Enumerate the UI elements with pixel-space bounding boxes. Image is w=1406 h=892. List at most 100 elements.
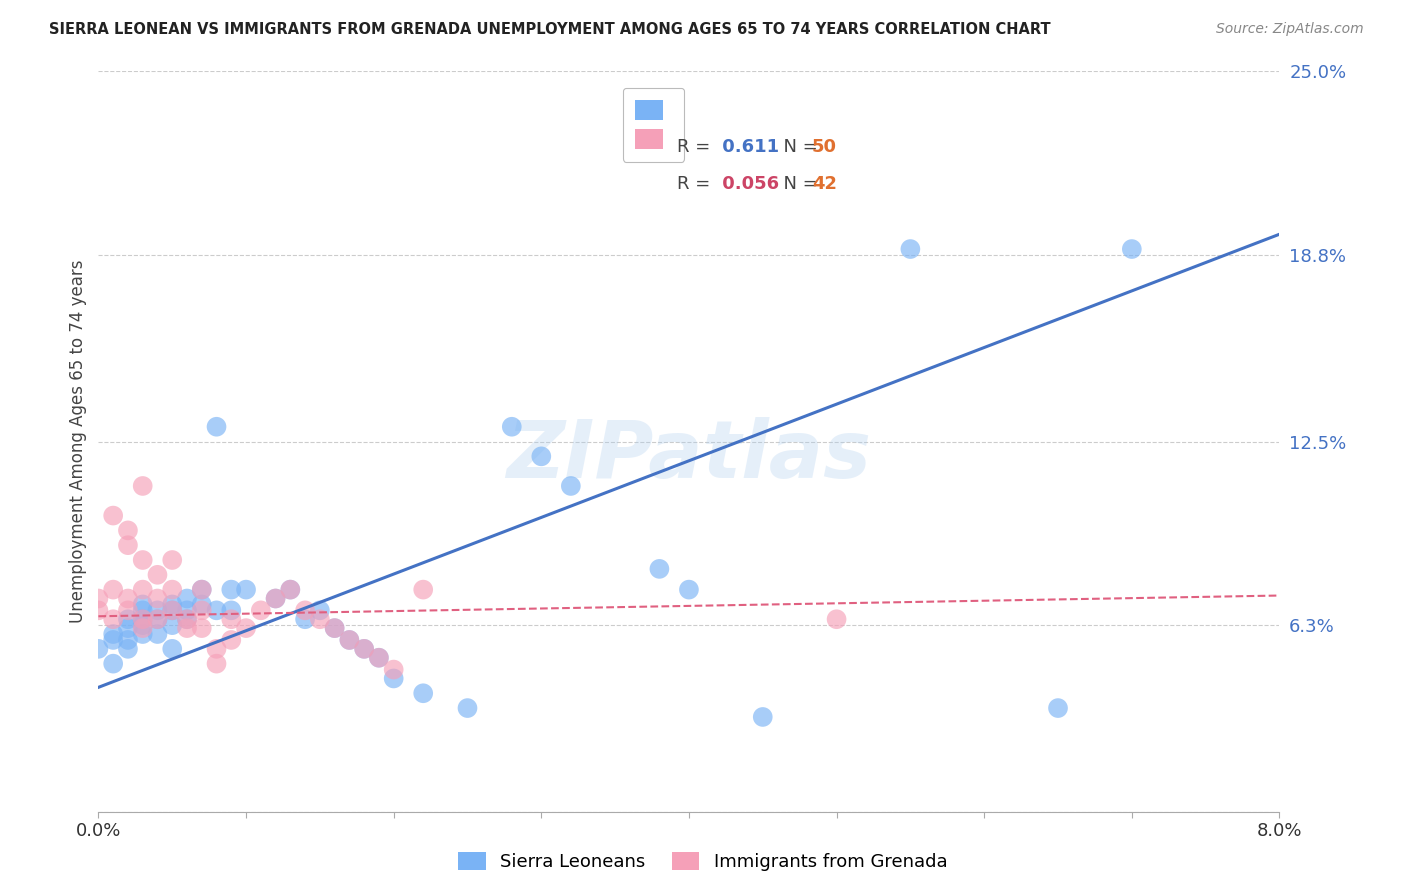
Point	[221, 582, 243, 597]
Point	[382, 672, 405, 686]
Point	[825, 612, 848, 626]
Point	[221, 612, 243, 626]
Point	[146, 567, 169, 582]
Point	[382, 663, 405, 677]
Point	[221, 603, 243, 617]
Point	[900, 242, 922, 256]
Point	[162, 582, 183, 597]
Point	[250, 603, 273, 617]
Point	[176, 621, 198, 635]
Point	[1046, 701, 1070, 715]
Point	[103, 627, 125, 641]
Point	[235, 621, 257, 635]
Point	[323, 621, 346, 635]
Point	[530, 450, 553, 464]
Point	[132, 612, 155, 626]
Point	[146, 591, 169, 606]
Point	[752, 710, 775, 724]
Point	[103, 632, 125, 647]
Text: 42: 42	[811, 175, 837, 193]
Point	[132, 612, 155, 626]
Point	[205, 419, 228, 434]
Text: 0.056: 0.056	[716, 175, 779, 193]
Point	[205, 603, 228, 617]
Point	[162, 598, 183, 612]
Point	[117, 641, 139, 656]
Point	[87, 641, 110, 656]
Text: N =: N =	[772, 138, 824, 156]
Point	[103, 657, 125, 671]
Point	[146, 612, 169, 626]
Point	[103, 582, 125, 597]
Legend: Sierra Leoneans, Immigrants from Grenada: Sierra Leoneans, Immigrants from Grenada	[451, 845, 955, 879]
Point	[132, 621, 155, 635]
Point	[560, 479, 582, 493]
Point	[191, 603, 214, 617]
Point	[162, 603, 183, 617]
Point	[309, 603, 332, 617]
Point	[117, 612, 139, 626]
Point	[191, 621, 214, 635]
Text: 0.611: 0.611	[716, 138, 779, 156]
Point	[176, 603, 198, 617]
Text: SIERRA LEONEAN VS IMMIGRANTS FROM GRENADA UNEMPLOYMENT AMONG AGES 65 TO 74 YEARS: SIERRA LEONEAN VS IMMIGRANTS FROM GRENAD…	[49, 22, 1050, 37]
Point	[176, 612, 198, 626]
Point	[678, 582, 700, 597]
Text: 50: 50	[811, 138, 837, 156]
Point	[117, 591, 139, 606]
Point	[205, 657, 228, 671]
Legend: , : ,	[623, 87, 685, 161]
Point	[412, 686, 434, 700]
Point	[339, 632, 361, 647]
Text: R =: R =	[676, 138, 716, 156]
Point	[176, 612, 198, 626]
Point	[1121, 242, 1143, 256]
Point	[648, 562, 671, 576]
Text: Source: ZipAtlas.com: Source: ZipAtlas.com	[1216, 22, 1364, 37]
Point	[117, 621, 139, 635]
Point	[412, 582, 434, 597]
Y-axis label: Unemployment Among Ages 65 to 74 years: Unemployment Among Ages 65 to 74 years	[69, 260, 87, 624]
Point	[264, 591, 287, 606]
Point	[294, 603, 316, 617]
Point	[132, 627, 155, 641]
Point	[132, 618, 155, 632]
Point	[191, 582, 214, 597]
Point	[132, 553, 155, 567]
Point	[264, 591, 287, 606]
Point	[132, 479, 155, 493]
Point	[280, 582, 302, 597]
Point	[221, 632, 243, 647]
Text: ZIPatlas: ZIPatlas	[506, 417, 872, 495]
Point	[117, 524, 139, 538]
Point	[191, 598, 214, 612]
Point	[117, 632, 139, 647]
Point	[87, 603, 110, 617]
Point	[191, 582, 214, 597]
Text: R =: R =	[676, 175, 716, 193]
Point	[368, 650, 391, 665]
Point	[457, 701, 479, 715]
Point	[162, 641, 183, 656]
Point	[146, 627, 169, 641]
Point	[235, 582, 257, 597]
Point	[146, 603, 169, 617]
Point	[353, 641, 375, 656]
Point	[309, 612, 332, 626]
Point	[87, 591, 110, 606]
Point	[162, 603, 183, 617]
Point	[368, 650, 391, 665]
Point	[132, 603, 155, 617]
Point	[339, 632, 361, 647]
Point	[117, 538, 139, 552]
Point	[294, 612, 316, 626]
Point	[146, 612, 169, 626]
Point	[501, 419, 523, 434]
Point	[205, 641, 228, 656]
Point	[176, 591, 198, 606]
Text: N =: N =	[772, 175, 824, 193]
Point	[162, 618, 183, 632]
Point	[162, 553, 183, 567]
Point	[103, 508, 125, 523]
Point	[117, 603, 139, 617]
